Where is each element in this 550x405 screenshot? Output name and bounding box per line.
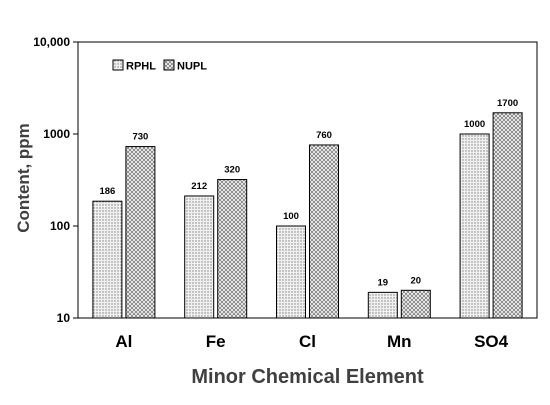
bar-nupl-al <box>125 146 156 319</box>
x-tick-label: Cl <box>299 332 316 351</box>
y-tick-label: 100 <box>50 219 70 233</box>
x-tick-label: Al <box>115 332 132 351</box>
bar-rphl-so4 <box>459 133 490 319</box>
bar-rphl-cl <box>276 225 306 319</box>
legend-swatch-nupl <box>163 59 175 71</box>
bar-nupl-so4 <box>492 112 523 319</box>
bar-rphl-fe <box>184 195 215 319</box>
bar-nupl-fe <box>217 179 248 319</box>
data-label: 1000 <box>464 119 485 130</box>
data-label: 760 <box>316 130 332 141</box>
x-tick-label: Fe <box>206 332 226 351</box>
data-label: 186 <box>99 186 115 197</box>
data-label: 19 <box>378 277 389 288</box>
data-label: 320 <box>224 165 240 176</box>
data-label: 730 <box>132 132 148 143</box>
plot-area-frame <box>77 41 538 319</box>
bar-rphl-al <box>92 200 123 319</box>
x-tick-label: Mn <box>387 332 412 351</box>
bar-nupl-cl <box>309 144 339 319</box>
legend-swatch-rphl <box>112 59 124 71</box>
legend-label-rphl: RPHL <box>126 61 156 73</box>
y-tick-label: 1000 <box>43 127 70 141</box>
x-axis-title: Minor Chemical Element <box>191 366 424 388</box>
y-tick-label: 10 <box>57 311 71 325</box>
bar-rphl-mn <box>367 291 398 319</box>
data-label: 100 <box>283 211 299 222</box>
y-axis-title: Content, ppm <box>14 123 33 233</box>
x-tick-label: SO4 <box>474 332 509 351</box>
data-label: 1700 <box>497 98 518 109</box>
data-label: 20 <box>411 275 422 286</box>
bar-nupl-mn <box>400 289 431 319</box>
legend-label-nupl: NUPL <box>177 61 207 73</box>
data-label: 212 <box>191 181 207 192</box>
y-tick-label: 10,000 <box>33 35 70 49</box>
